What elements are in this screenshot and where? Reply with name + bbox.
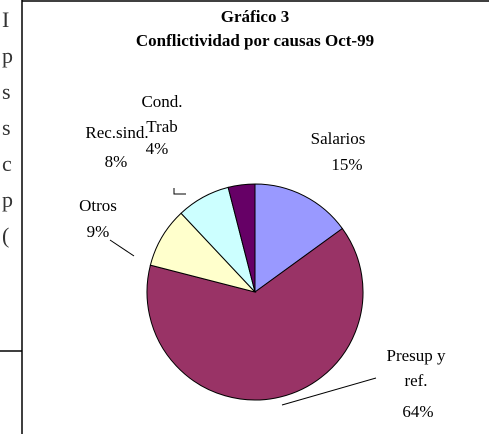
leader-line: [109, 239, 135, 257]
pie-slice: [254, 183, 344, 293]
document-text: p: [2, 187, 13, 212]
slice-value-label: 9%: [87, 222, 110, 241]
slice-label: Salarios: [311, 129, 366, 148]
document-text: c: [2, 151, 12, 176]
slice-value-label: 15%: [331, 155, 362, 174]
document-text: s: [2, 79, 11, 104]
document-text: s: [2, 115, 11, 140]
leader-line: [281, 377, 377, 406]
slice-label: Cond. Trab: [141, 92, 182, 136]
pie: [146, 183, 364, 401]
slice-label: Rec.sind.: [85, 123, 148, 142]
document-text: p: [2, 43, 13, 68]
slice-value-label: 64%: [402, 402, 433, 421]
pie-slice: [146, 227, 364, 401]
slice-value-label: 4%: [146, 139, 169, 158]
leader-line: [173, 188, 186, 195]
leader-lines: [109, 188, 377, 406]
chart-subtitle: Conflictividad por causas Oct-99: [136, 31, 374, 50]
slice-value-label: 8%: [105, 152, 128, 171]
document-text: I: [2, 7, 9, 32]
slice-label: Otros: [79, 196, 117, 215]
pie-slice: [227, 183, 256, 293]
document-text: (: [2, 223, 9, 248]
chart-title: Gráfico 3: [221, 7, 289, 26]
slice-label: Presup y ref.: [386, 346, 446, 390]
